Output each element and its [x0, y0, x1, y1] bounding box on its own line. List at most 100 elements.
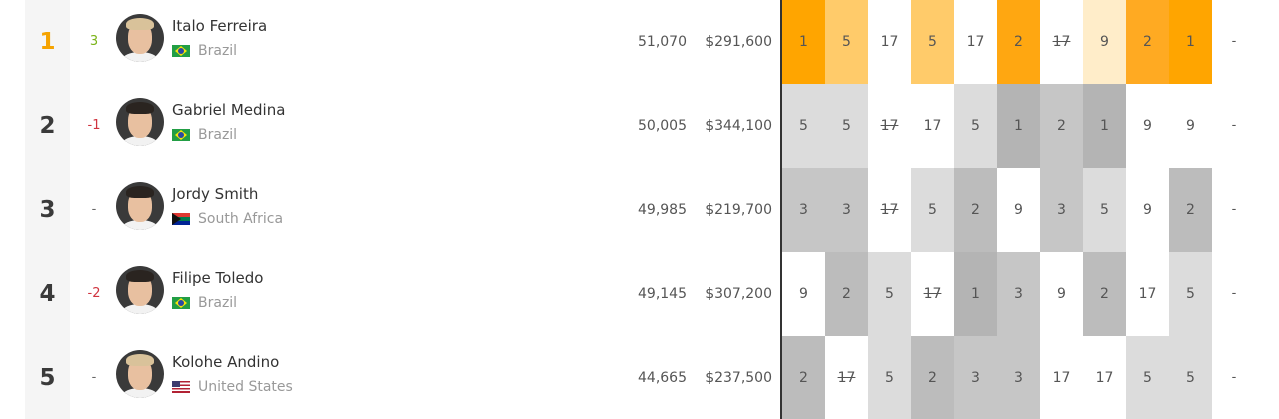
athlete-country: Brazil — [172, 43, 237, 59]
event-result-cell[interactable]: 3 — [997, 336, 1040, 419]
rank-change: 3 — [74, 0, 114, 84]
avatar[interactable] — [116, 14, 164, 62]
event-result-cell[interactable]: 5 — [782, 84, 825, 168]
trailing-result: - — [1226, 168, 1242, 252]
event-result-cell[interactable]: 5 — [1083, 168, 1126, 252]
country-label: Brazil — [198, 295, 237, 311]
athlete-country: South Africa — [172, 211, 283, 227]
event-result-cell[interactable]: 5 — [825, 0, 868, 84]
event-result-cell[interactable]: 2 — [1040, 84, 1083, 168]
event-result-cell[interactable]: 1 — [1169, 0, 1212, 84]
event-result-cell[interactable]: 9 — [1169, 84, 1212, 168]
prize-money-value: $219,700 — [700, 168, 772, 252]
event-result-cell[interactable]: 17 — [1040, 336, 1083, 419]
flag-br-icon — [172, 45, 190, 57]
event-result-cell[interactable]: 1 — [782, 0, 825, 84]
rank-number: 3 — [25, 168, 70, 252]
event-result-cell[interactable]: 9 — [1126, 168, 1169, 252]
flag-za-icon — [172, 213, 190, 225]
event-result-cell[interactable]: 3 — [1040, 168, 1083, 252]
athlete-name[interactable]: Gabriel Medina — [172, 101, 285, 119]
prize-money-value: $307,200 — [700, 252, 772, 336]
event-result-cell[interactable]: 17 — [954, 0, 997, 84]
event-result-cell[interactable]: 9 — [997, 168, 1040, 252]
country-label: Brazil — [198, 127, 237, 143]
event-result-cell[interactable]: 5 — [868, 336, 911, 419]
event-result-cell[interactable]: 17 — [911, 252, 954, 336]
rank-change: -2 — [74, 252, 114, 336]
event-result-cell[interactable]: 17 — [825, 336, 868, 419]
event-result-cell[interactable]: 17 — [1083, 336, 1126, 419]
event-result-cell[interactable]: 5 — [1169, 336, 1212, 419]
table-row[interactable]: 5 - Kolohe Andino United States 44,665 $237,5… — [0, 336, 1279, 419]
event-result-cell[interactable]: 2 — [825, 252, 868, 336]
flag-br-icon — [172, 297, 190, 309]
event-result-cell[interactable]: 17 — [868, 0, 911, 84]
event-result-cell[interactable]: 2 — [1083, 252, 1126, 336]
event-result-cell[interactable]: 17 — [1040, 0, 1083, 84]
avatar[interactable] — [116, 266, 164, 314]
event-result-cell[interactable]: 2 — [1169, 168, 1212, 252]
table-row[interactable]: 3 - Jordy Smith South Africa 49,985 $219,700 3… — [0, 168, 1279, 252]
points-value: 50,005 — [600, 84, 687, 168]
event-result-cell[interactable]: 1 — [1083, 84, 1126, 168]
event-result-cell[interactable]: 2 — [1126, 0, 1169, 84]
event-result-cell[interactable]: 2 — [911, 336, 954, 419]
points-value: 51,070 — [600, 0, 687, 84]
event-result-cell[interactable]: 1 — [997, 84, 1040, 168]
rank-change: -1 — [74, 84, 114, 168]
event-result-cell[interactable]: 17 — [1126, 252, 1169, 336]
event-result-cell[interactable]: 9 — [782, 252, 825, 336]
athlete-name[interactable]: Filipe Toledo — [172, 269, 263, 287]
event-results: 9 2 5 17 1 3 9 2 17 5 — [782, 252, 1212, 336]
event-result-cell[interactable]: 2 — [782, 336, 825, 419]
event-result-cell[interactable]: 17 — [911, 84, 954, 168]
event-results: 5 5 17 17 5 1 2 1 9 9 — [782, 84, 1212, 168]
flag-br-icon — [172, 129, 190, 141]
event-result-cell[interactable]: 9 — [1126, 84, 1169, 168]
rank-number: 4 — [25, 252, 70, 336]
avatar[interactable] — [116, 182, 164, 230]
event-result-cell[interactable]: 5 — [1126, 336, 1169, 419]
event-result-cell[interactable]: 17 — [868, 84, 911, 168]
trailing-result: - — [1226, 252, 1242, 336]
prize-money-value: $291,600 — [700, 0, 772, 84]
event-result-cell[interactable]: 9 — [1040, 252, 1083, 336]
event-result-cell[interactable]: 3 — [782, 168, 825, 252]
event-result-cell[interactable]: 5 — [954, 84, 997, 168]
trailing-result: - — [1226, 336, 1242, 419]
table-row[interactable]: 1 3 Italo Ferreira Brazil 51,070 $291,600 1 5 17… — [0, 0, 1279, 84]
athlete-country: United States — [172, 379, 293, 395]
table-row[interactable]: 4 -2 Filipe Toledo Brazil 49,145 $307,200 9 2 5 1… — [0, 252, 1279, 336]
points-value: 49,145 — [600, 252, 687, 336]
athlete-name[interactable]: Italo Ferreira — [172, 17, 267, 35]
table-row[interactable]: 2 -1 Gabriel Medina Brazil 50,005 $344,100 5 5 1… — [0, 84, 1279, 168]
event-result-cell[interactable]: 17 — [868, 168, 911, 252]
rank-number: 5 — [25, 336, 70, 419]
athlete-name[interactable]: Jordy Smith — [172, 185, 258, 203]
event-result-cell[interactable]: 2 — [954, 168, 997, 252]
flag-us-icon — [172, 381, 190, 393]
event-result-cell[interactable]: 9 — [1083, 0, 1126, 84]
athlete-name[interactable]: Kolohe Andino — [172, 353, 279, 371]
points-value: 44,665 — [600, 336, 687, 419]
event-result-cell[interactable]: 3 — [825, 168, 868, 252]
results-divider — [780, 0, 782, 419]
avatar[interactable] — [116, 350, 164, 398]
rank-change: - — [74, 168, 114, 252]
points-value: 49,985 — [600, 168, 687, 252]
event-result-cell[interactable]: 5 — [825, 84, 868, 168]
trailing-result: - — [1226, 84, 1242, 168]
prize-money-value: $237,500 — [700, 336, 772, 419]
rank-number: 2 — [25, 84, 70, 168]
event-result-cell[interactable]: 2 — [997, 0, 1040, 84]
avatar[interactable] — [116, 98, 164, 146]
event-result-cell[interactable]: 3 — [954, 336, 997, 419]
event-result-cell[interactable]: 5 — [868, 252, 911, 336]
event-result-cell[interactable]: 5 — [1169, 252, 1212, 336]
event-result-cell[interactable]: 5 — [911, 168, 954, 252]
prize-money-value: $344,100 — [700, 84, 772, 168]
event-result-cell[interactable]: 5 — [911, 0, 954, 84]
event-result-cell[interactable]: 3 — [997, 252, 1040, 336]
event-result-cell[interactable]: 1 — [954, 252, 997, 336]
